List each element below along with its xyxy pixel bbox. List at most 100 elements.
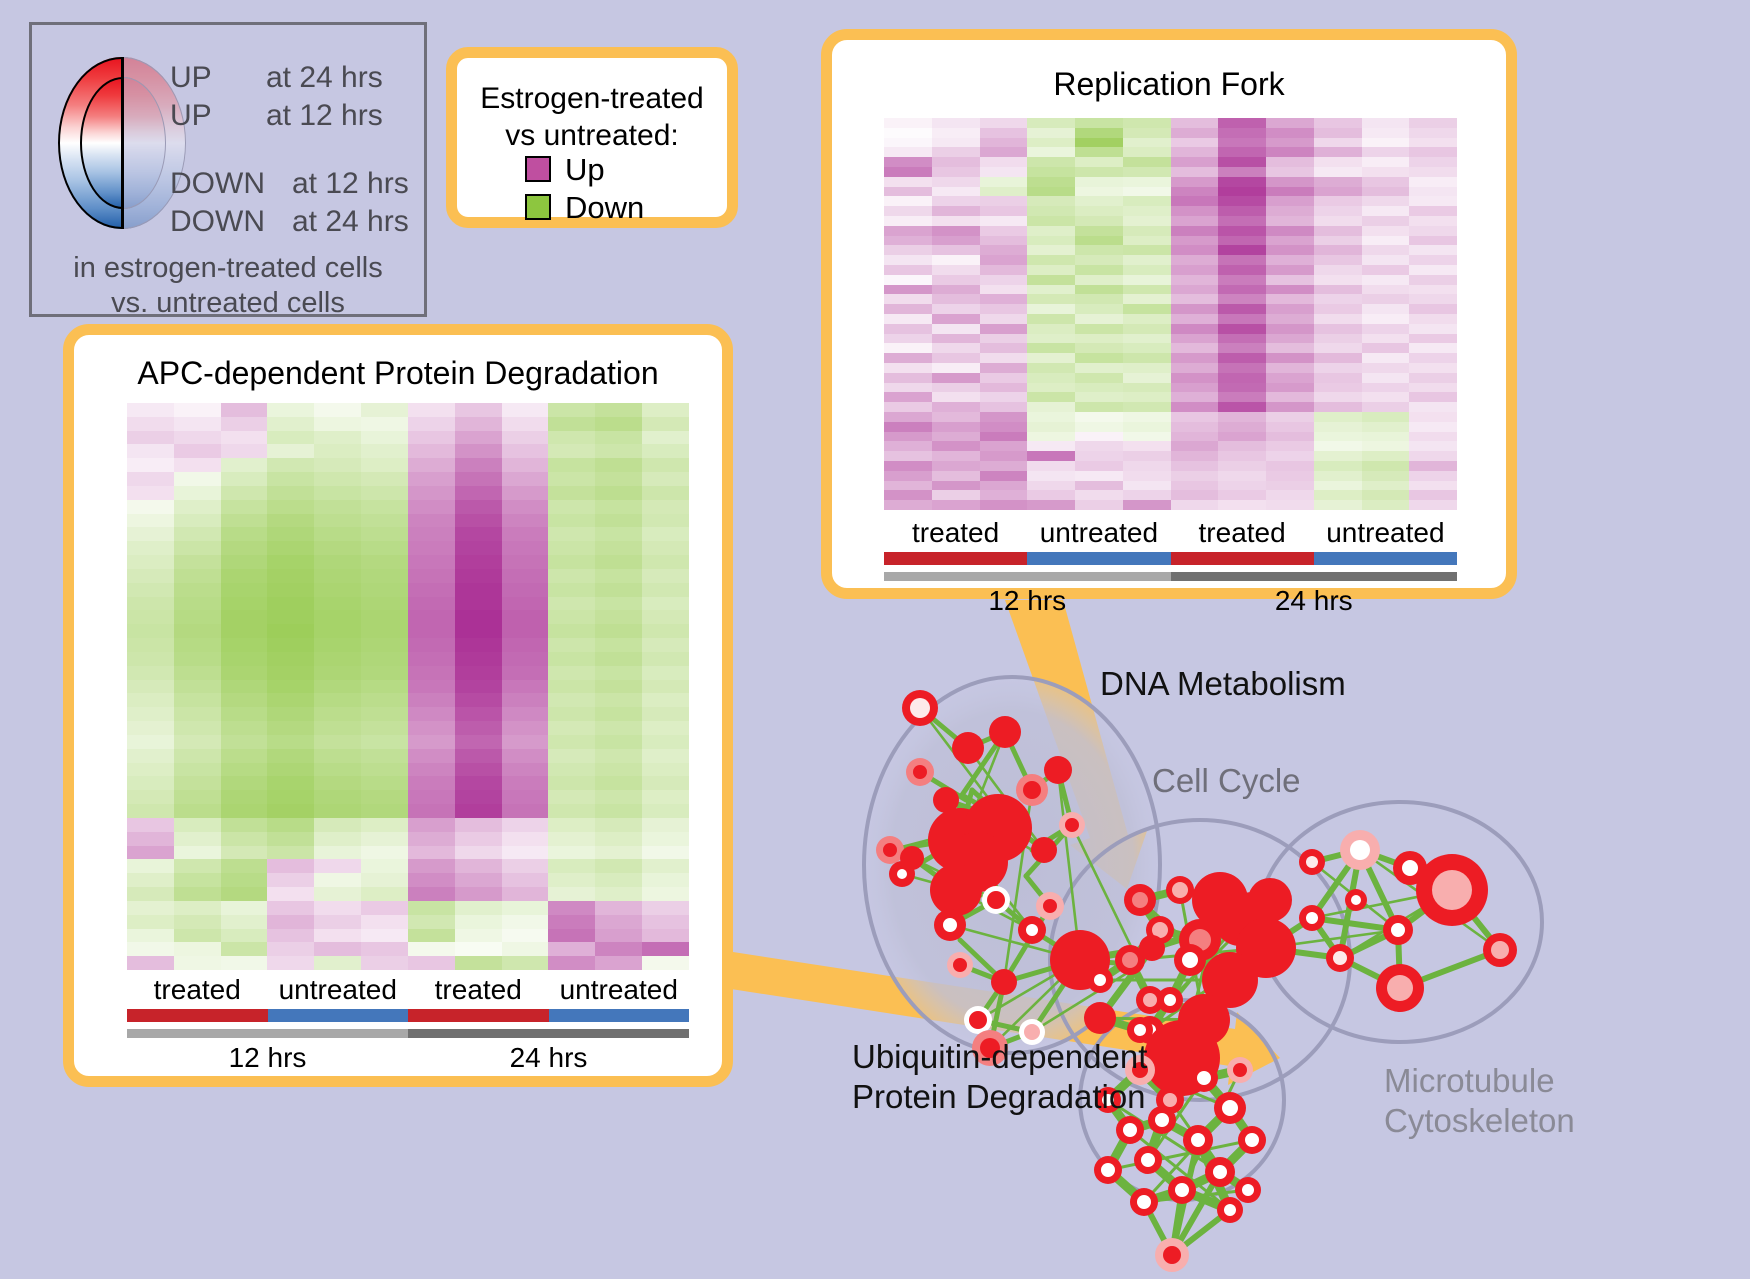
heatmap-cell: [501, 900, 549, 915]
heatmap-cell: [267, 776, 315, 791]
heatmap-cell: [1170, 480, 1219, 491]
heatmap-cell: [361, 541, 408, 556]
heatmap-cell: [501, 845, 549, 860]
heatmap-cell: [931, 304, 980, 314]
heatmap-cell: [314, 596, 362, 611]
heatmap-cell: [1361, 167, 1410, 177]
heatmap-cell: [595, 665, 643, 680]
heatmap-cell: [314, 693, 362, 708]
heatmap-cell: [220, 444, 268, 459]
heatmap-cell: [1361, 255, 1410, 265]
heatmap-cell: [979, 480, 1028, 491]
heatmap-cell: [173, 817, 221, 832]
heatmap-cell: [979, 461, 1028, 471]
heatmap-cell: [1170, 363, 1219, 373]
heatmap-cell: [127, 873, 174, 888]
heatmap-cell: [361, 416, 408, 431]
heatmap-cell: [1409, 480, 1457, 491]
heatmap-cell: [548, 638, 596, 652]
heatmap-cell: [1075, 255, 1123, 265]
heatmap-cell: [454, 513, 502, 528]
heatmap-cell: [979, 392, 1028, 403]
heatmap-cell: [1122, 127, 1171, 138]
heatmap-cell: [979, 245, 1028, 256]
heatmap-cell: [1075, 461, 1123, 471]
heatmap-cell: [1075, 490, 1123, 501]
heatmap-cell: [1075, 500, 1123, 510]
treatment-color-bar: [127, 1008, 689, 1022]
heatmap-cell: [1027, 323, 1075, 334]
expression-legend-title: Estrogen-treated vs untreated:: [480, 82, 704, 153]
heatmap-cell: [407, 762, 455, 777]
heatmap-cell: [501, 928, 549, 943]
heatmap-cell: [501, 472, 549, 486]
heatmap-cell: [173, 485, 221, 500]
colorwheel-row-up-12: UP at 12 hrs: [170, 101, 383, 131]
heatmap-cell: [173, 541, 221, 556]
heatmap-cell: [1075, 216, 1123, 226]
heatmap-cell: [267, 873, 315, 888]
heatmap-cell: [1266, 372, 1314, 383]
heatmap-cell: [1170, 323, 1219, 334]
heatmap-cell: [1313, 137, 1362, 148]
heatmap-cell: [642, 610, 689, 625]
heatmap-cell: [220, 596, 268, 611]
heatmap-cell: [127, 734, 174, 749]
heatmap-cell: [979, 421, 1028, 432]
heatmap-cell: [931, 186, 980, 197]
heatmap-cell: [1361, 323, 1410, 334]
heatmap-cell: [1170, 402, 1219, 412]
treatment-label: treated: [434, 974, 522, 1005]
heatmap-cell: [501, 887, 549, 901]
heatmap-cell: [361, 499, 408, 514]
heatmap-cell: [407, 416, 455, 431]
heatmap-cell: [127, 568, 174, 583]
heatmap-cell: [407, 596, 455, 611]
heatmap-cell: [501, 734, 549, 749]
heatmap-cell: [361, 873, 408, 888]
heatmap-cell: [407, 499, 455, 514]
heatmap-cell: [407, 817, 455, 832]
heatmap-cell: [173, 582, 221, 597]
heatmap-cell: [1266, 265, 1314, 275]
heatmap-cell: [454, 541, 502, 556]
treatment-bar-segment: [1170, 551, 1314, 565]
heatmap-cell: [595, 444, 643, 459]
heatmap-cell: [548, 956, 596, 970]
heatmap-cell: [501, 596, 549, 611]
heatmap-cell: [1170, 343, 1219, 354]
heatmap-cell: [267, 582, 315, 597]
heatmap-cell: [1313, 353, 1362, 363]
heatmap-cell: [173, 679, 221, 694]
heatmap-cell: [173, 458, 221, 473]
heatmap-cell: [1313, 490, 1362, 501]
heatmap-cell: [1027, 225, 1075, 236]
heatmap-cell: [127, 444, 174, 459]
legend-item-down: Down: [525, 188, 644, 226]
heatmap-cell: [979, 412, 1028, 422]
heatmap-cell: [454, 748, 502, 763]
heatmap-cell: [1027, 353, 1075, 363]
heatmap-cell: [361, 859, 408, 874]
heatmap-cell: [1218, 470, 1266, 481]
heatmap-cell: [1075, 372, 1123, 383]
heatmap-cell: [267, 541, 315, 556]
heatmap-cell: [173, 804, 221, 818]
heatmap-cell: [884, 392, 932, 403]
heatmap-cell: [314, 942, 362, 957]
heatmap-cell: [595, 790, 643, 805]
heatmap-cell: [979, 353, 1028, 363]
heatmap-cell: [454, 416, 502, 431]
heatmap-cell: [1170, 196, 1219, 207]
heatmap-cell: [1361, 284, 1410, 295]
heatmap-cell: [548, 679, 596, 694]
heatmap-cell: [267, 845, 315, 860]
heatmap-cell: [1266, 255, 1314, 265]
heatmap-cell: [1122, 431, 1171, 442]
heatmap-cell: [548, 485, 596, 500]
heatmap-cell: [931, 421, 980, 432]
heatmap-cell: [548, 776, 596, 791]
heatmap-cell: [173, 887, 221, 901]
heatmap-cell: [1218, 186, 1266, 197]
heatmap-cell: [1218, 363, 1266, 373]
